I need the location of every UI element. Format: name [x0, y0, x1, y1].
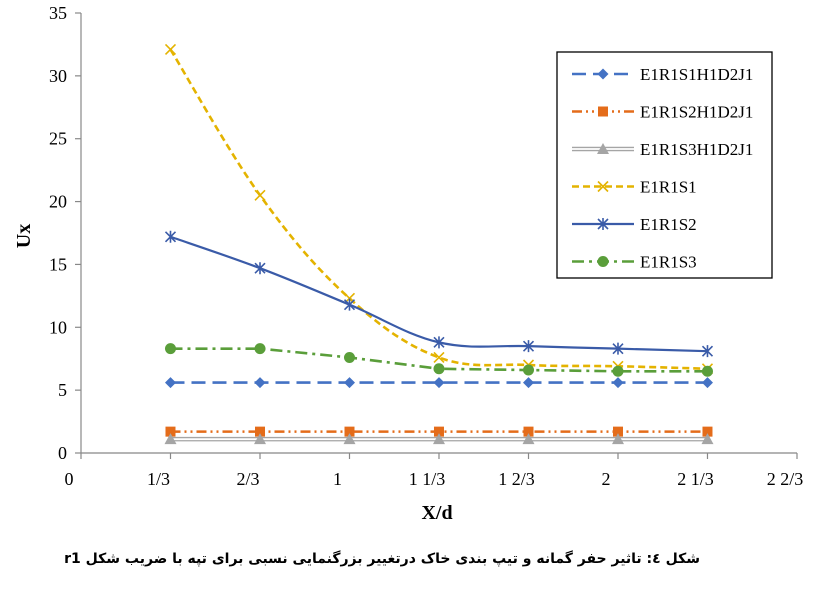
data-point: [165, 231, 175, 243]
data-point: [255, 190, 265, 200]
data-point: [433, 377, 444, 388]
legend-label: E1R1S2H1D2J1: [640, 103, 753, 122]
data-point: [255, 343, 266, 354]
y-tick-label: 15: [49, 254, 67, 274]
x-tick-label: 1: [333, 469, 342, 489]
y-tick-label: 10: [49, 317, 67, 337]
legend-label: E1R1S3: [640, 253, 697, 272]
data-point: [702, 377, 713, 388]
legend-label: E1R1S2: [640, 215, 697, 234]
data-point: [165, 343, 176, 354]
data-point: [165, 377, 176, 388]
legend-label: E1R1S1H1D2J1: [640, 65, 753, 84]
legend-swatch-marker: [598, 256, 609, 267]
y-tick-label: 20: [49, 192, 67, 212]
y-tick-label: 25: [49, 129, 67, 149]
x-tick-label: 2/3: [236, 469, 259, 489]
x-tick-label: 0: [65, 469, 74, 489]
data-point: [165, 44, 175, 54]
x-tick-label: 1/3: [147, 469, 170, 489]
y-tick-label: 5: [58, 380, 67, 400]
series-1: [165, 377, 713, 388]
legend: E1R1S1H1D2J1 E1R1S2H1D2J1 E1R1S3H1D2J1 E1R1…: [557, 52, 772, 278]
x-ticks: 0 1/3 2/3 1 1 1/3 1 2/3 2 2 1/3 2 2/3: [65, 453, 804, 489]
x-tick-label: 2 1/3: [677, 469, 714, 489]
data-point: [344, 352, 355, 363]
data-point: [702, 366, 713, 377]
y-tick-label: 0: [58, 443, 67, 463]
y-tick-label: 35: [49, 3, 67, 23]
chart: 0 5 10 15 20 25 30 35 0 1/3 2/3 1 1 1/3 1 2/3 2 2 1/3 2…: [0, 0, 838, 545]
x-tick-label: 2: [601, 469, 610, 489]
data-point: [612, 377, 623, 388]
data-point: [255, 377, 266, 388]
legend-swatch-marker: [598, 107, 608, 117]
series-3: [164, 433, 713, 444]
x-axis-title: X/d: [421, 502, 452, 524]
figure-caption: شکل ٤: تاثیر حفر گمانه و تیپ بندی خاک در…: [0, 551, 700, 567]
data-point: [255, 262, 265, 274]
data-point: [523, 377, 534, 388]
data-point: [523, 365, 534, 376]
data-point: [344, 377, 355, 388]
x-tick-label: 2 2/3: [767, 469, 804, 489]
legend-label: E1R1S1: [640, 178, 697, 197]
x-tick-label: 1 1/3: [409, 469, 446, 489]
legend-label: E1R1S3H1D2J1: [640, 140, 753, 159]
y-ticks: 0 5 10 15 20 25 30 35: [49, 3, 81, 463]
y-tick-label: 30: [49, 66, 67, 86]
data-point: [344, 299, 354, 311]
legend-box: [557, 52, 772, 278]
x-tick-label: 1 2/3: [498, 469, 535, 489]
y-axis-title: Ux: [13, 224, 35, 248]
data-point: [612, 366, 623, 377]
data-point: [433, 363, 444, 374]
